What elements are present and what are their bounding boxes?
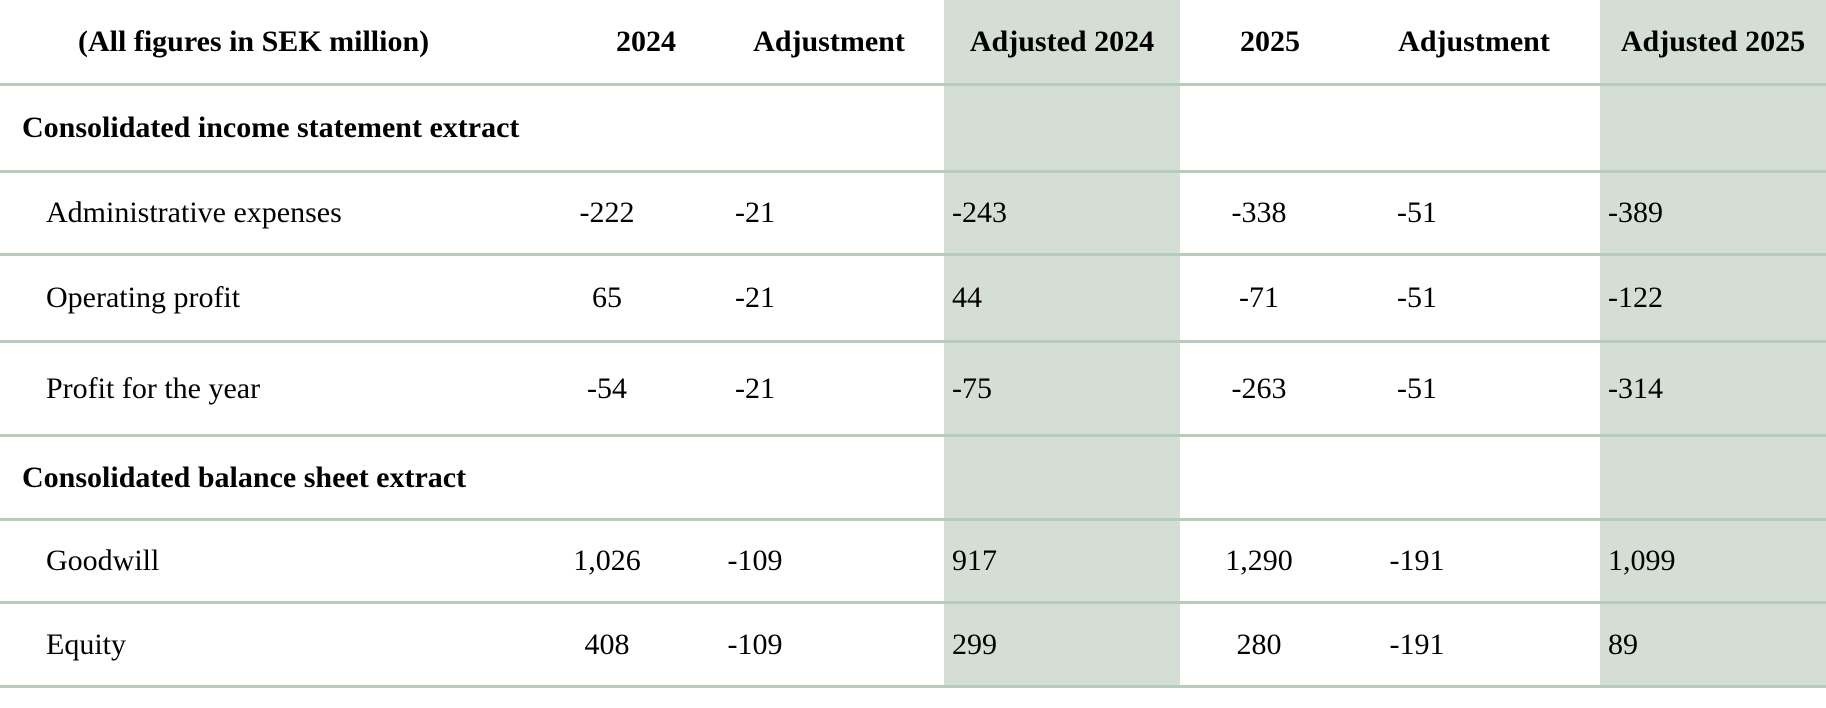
cell-adjusted-2025: 1,099 bbox=[1600, 521, 1826, 601]
highlight-band-adjusted-2024 bbox=[944, 86, 1180, 170]
table-row-operating-profit: Operating profit 65 -21 44 -71 -51 -122 bbox=[0, 256, 1826, 343]
cell-adjusted-2024: 299 bbox=[944, 604, 1180, 685]
highlight-band-adjusted-2024 bbox=[944, 437, 1180, 518]
table-row-equity: Equity 408 -109 299 280 -191 89 bbox=[0, 604, 1826, 688]
column-header-adjustment-2024: Adjustment bbox=[753, 24, 905, 58]
cell-2025: -263 bbox=[1231, 371, 1287, 405]
cell-2024: 65 bbox=[592, 281, 622, 314]
cell-adjusted-2024: -75 bbox=[944, 343, 1180, 434]
row-label: Equity bbox=[46, 627, 126, 661]
row-label: Operating profit bbox=[46, 281, 241, 314]
cell-adjusted-2025: -314 bbox=[1600, 343, 1826, 434]
highlight-band-adjusted-2025 bbox=[1600, 437, 1826, 518]
cell-adjusted-2024: 917 bbox=[944, 521, 1180, 601]
cell-2025: -338 bbox=[1231, 196, 1287, 229]
cell-2024: 1,026 bbox=[573, 544, 641, 577]
cell-adjusted-2025: -389 bbox=[1600, 173, 1826, 253]
unit-label: (All figures in SEK million) bbox=[78, 24, 430, 58]
cell-adjusted-2025: 89 bbox=[1600, 604, 1826, 685]
bottom-margin bbox=[0, 688, 1826, 708]
cell-adjustment-2025: -51 bbox=[1397, 196, 1437, 229]
section-row-income-statement: Consolidated income statement extract bbox=[0, 86, 1826, 173]
cell-2025: 280 bbox=[1236, 627, 1282, 661]
cell-2024: -54 bbox=[587, 371, 627, 405]
cell-adjusted-2024: -243 bbox=[944, 173, 1180, 253]
column-header-adjustment-2025: Adjustment bbox=[1398, 24, 1550, 58]
row-label: Administrative expenses bbox=[46, 196, 342, 229]
column-header-adjusted-2025: Adjusted 2025 bbox=[1600, 0, 1826, 83]
cell-2024: -222 bbox=[579, 196, 635, 229]
cell-adjustment-2024: -109 bbox=[727, 544, 783, 577]
column-header-2025: 2025 bbox=[1240, 24, 1300, 58]
section-row-balance-sheet: Consolidated balance sheet extract bbox=[0, 437, 1826, 521]
section-title: Consolidated income statement extract bbox=[22, 111, 520, 144]
cell-adjusted-2025: -122 bbox=[1600, 256, 1826, 340]
cell-adjustment-2024: -21 bbox=[735, 281, 775, 314]
table-header-row: (All figures in SEK million) 2024 Adjust… bbox=[0, 0, 1826, 86]
row-label: Profit for the year bbox=[46, 371, 261, 405]
table-row-profit-for-the-year: Profit for the year -54 -21 -75 -263 -51… bbox=[0, 343, 1826, 437]
cell-adjustment-2025: -191 bbox=[1389, 627, 1445, 661]
cell-2025: -71 bbox=[1239, 281, 1279, 314]
column-header-2024: 2024 bbox=[616, 24, 676, 58]
column-header-adjusted-2024: Adjusted 2024 bbox=[944, 0, 1180, 83]
cell-2025: 1,290 bbox=[1225, 544, 1293, 577]
highlight-band-adjusted-2025 bbox=[1600, 86, 1826, 170]
cell-adjustment-2024: -21 bbox=[735, 371, 775, 405]
table-row-goodwill: Goodwill 1,026 -109 917 1,290 -191 1,099 bbox=[0, 521, 1826, 604]
cell-adjustment-2024: -21 bbox=[735, 196, 775, 229]
cell-adjustment-2025: -191 bbox=[1389, 544, 1445, 577]
cell-2024: 408 bbox=[584, 627, 630, 661]
cell-adjusted-2024: 44 bbox=[944, 256, 1180, 340]
table-row-administrative-expenses: Administrative expenses -222 -21 -243 -3… bbox=[0, 173, 1826, 256]
row-label: Goodwill bbox=[46, 544, 160, 577]
cell-adjustment-2024: -109 bbox=[727, 627, 783, 661]
cell-adjustment-2025: -51 bbox=[1397, 281, 1437, 314]
section-title: Consolidated balance sheet extract bbox=[22, 460, 467, 494]
cell-adjustment-2025: -51 bbox=[1397, 371, 1437, 405]
